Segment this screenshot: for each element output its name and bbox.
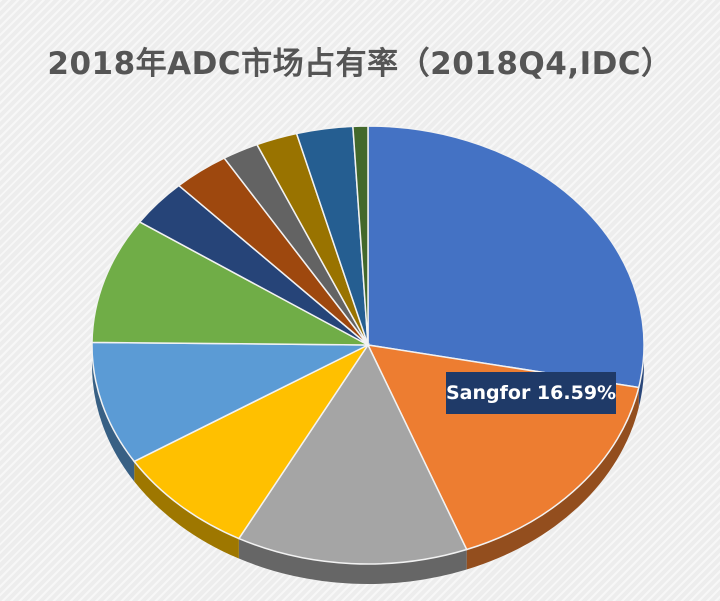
pie-slice-11	[352, 125, 369, 346]
pie-slice-4	[91, 341, 369, 463]
pie-slice-3	[133, 343, 371, 540]
pie-slice-0	[367, 125, 645, 389]
pie-slice-side-1	[466, 387, 639, 570]
pie-slice-side-3	[134, 461, 239, 559]
chart-title: 2018年ADC市场占有率（2018Q4,IDC）	[47, 46, 673, 82]
pie-slice-2	[237, 343, 468, 565]
pie-slice-5	[91, 221, 369, 346]
pie-top-group	[91, 125, 645, 565]
callout-label-sangfor: Sangfor 16.59%	[446, 372, 616, 414]
pie-slice-side-2	[238, 538, 467, 584]
